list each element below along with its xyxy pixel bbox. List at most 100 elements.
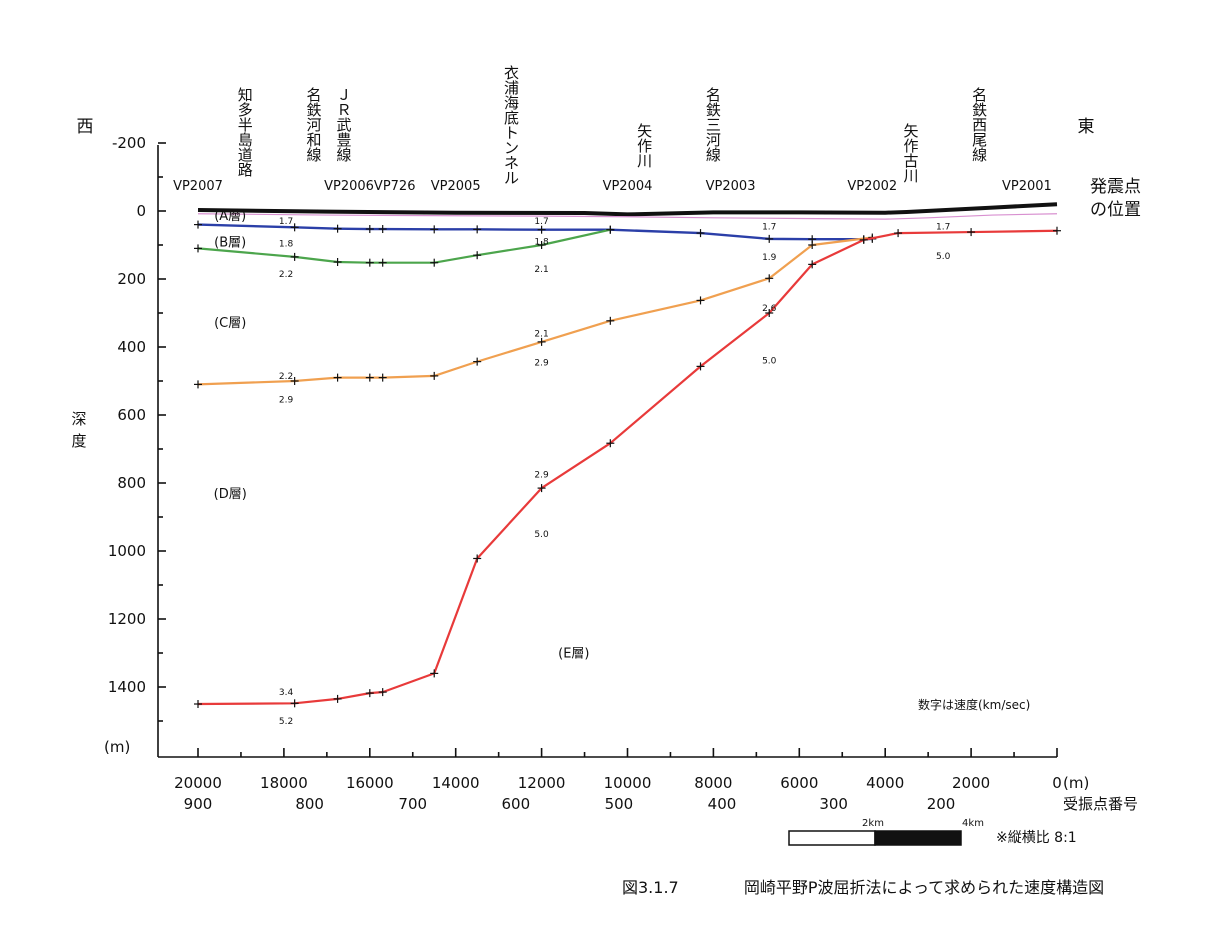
location-label-char: 作 [903,137,918,155]
scale-label-2km: 2km [862,818,884,829]
scale-bar-white [788,830,876,846]
boundary-point [696,296,705,305]
boundary-point [333,258,342,266]
figure-caption: 図3.1.7 岡崎平野P波屈折法によって求められた速度構造図 [622,874,1104,898]
x-tick-label: 6000 [780,774,818,792]
boundary-point [765,234,774,243]
receiver-tick-label: 300 [819,795,848,813]
layer-label: (C層) [214,316,246,331]
receiver-tick-label: 800 [295,795,324,813]
receiver-tick-label: 700 [398,795,427,813]
location-label-char: 矢 [903,122,918,140]
location-label-char: 矢 [637,122,652,140]
boundary-point [378,225,387,234]
location-label-char: 尾 [972,131,987,149]
velocity-label: 2.1 [534,329,548,339]
shot-point-label: VP2001 [1002,179,1052,194]
boundary-point [808,241,817,249]
y-tick-label: 1000 [108,542,146,560]
boundary-point [1053,226,1061,235]
velocity-label: 5.0 [762,357,777,367]
layer-label: (B層) [214,236,246,251]
receiver-tick-label: 600 [502,795,531,813]
boundary-point [194,220,202,229]
y-axis-unit: (m) [104,738,130,756]
location-label-char: 西 [972,116,987,134]
location-label-char: Ｒ [337,101,352,119]
boundary-point [606,439,615,448]
location-label-char: 河 [706,131,721,149]
velocity-label: 2.9 [534,471,549,481]
x-tick-label: 2000 [952,774,990,792]
location-label-char: 名 [306,86,321,104]
location-label-char: 知 [238,86,253,104]
boundary-point [430,225,439,234]
boundary-line-0 [197,202,1058,217]
shot-point-label: VP2007 [173,179,223,194]
location-label-char: 線 [972,146,987,164]
boundary-point [696,229,705,238]
location-label-char: 武 [337,116,352,134]
boundary-point [194,244,202,253]
velocity-label: 1.9 [762,253,777,263]
boundary-point [365,225,374,234]
location-label: 矢作川 [637,122,652,170]
location-label-char: 海 [504,94,519,112]
velocity-label: 3.4 [279,688,294,698]
boundary-point [430,669,439,678]
location-label-char: 多 [238,101,253,119]
velocity-label: 2.1 [534,265,548,275]
boundary-point [290,377,299,385]
boundary-point [537,337,546,346]
velocity-label: 2.2 [279,270,293,280]
location-label-char: 古 [903,152,918,170]
location-label-char: 衣 [504,64,519,82]
location-label-char: ン [504,139,519,157]
velocity-label: 1.8 [534,238,549,248]
boundary-point [290,223,299,232]
location-label-char: 線 [706,146,721,164]
x-tick-label: 4000 [866,774,904,792]
velocity-label: 1.7 [279,217,293,227]
boundary-point [808,260,817,269]
boundary-point [606,316,615,325]
location-label-char: 名 [706,86,721,104]
location-label-char: 線 [337,146,352,164]
boundary-point [290,699,299,708]
east-label: 東 [1078,117,1095,137]
boundary-point [537,225,546,234]
location-label-char: 島 [238,131,253,149]
velocity-label: 5.2 [279,717,293,727]
x-tick-label: 12000 [518,774,566,792]
boundary-point [473,357,482,366]
boundary-point [430,371,439,380]
location-label-char: 名 [972,86,987,104]
velocity-label: 2.2 [279,372,293,382]
boundary-point [967,228,976,237]
velocity-label: 1.7 [762,222,776,232]
x-tick-label: 10000 [604,774,652,792]
scale-bar-black [874,830,962,846]
location-label-char: 路 [238,161,253,179]
location-label-char: 浦 [504,79,519,97]
boundary-line-1 [197,213,1058,220]
x-tick-label: 20000 [174,774,222,792]
location-label-char: ル [504,169,519,187]
boundary-point [333,694,342,703]
boundary-point [473,554,482,563]
chart-extras: 数字は速度(km/sec) 2km 4km ※縦横比 8:1 [788,697,1077,846]
x-tick-label: 8000 [694,774,732,792]
location-label-char: 作 [637,137,652,155]
boundary-point [537,484,546,493]
boundary-point [365,258,374,267]
velocity-label: 1.7 [936,222,950,232]
x-tick-label: 14000 [432,774,480,792]
shot-point-title-line1: 発震点 [1090,177,1141,197]
y-tick-label: 200 [117,270,146,288]
